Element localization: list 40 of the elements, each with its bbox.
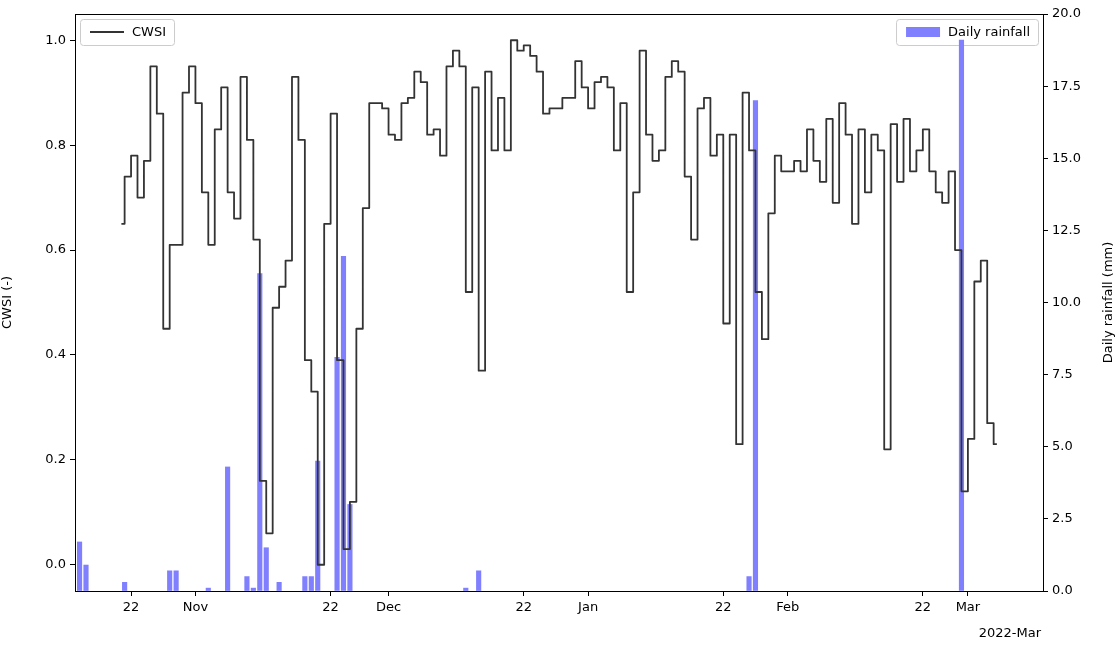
x-tick-label: Jan — [577, 599, 599, 615]
x-tick-label: 22 — [322, 599, 339, 615]
y-tick-label: 0.6 — [45, 241, 66, 257]
bar — [463, 587, 469, 591]
y2-axis-title: Daily rainfall (mm) — [1100, 241, 1115, 364]
x-tick-label: Mar — [955, 599, 981, 615]
y2-tick-label: 0.0 — [1052, 582, 1073, 598]
x-tick-label: Nov — [182, 599, 209, 615]
bar — [476, 570, 482, 591]
bar — [225, 466, 231, 591]
y2-tick-label: 2.5 — [1052, 510, 1073, 526]
x-tick-label: Dec — [375, 599, 402, 615]
bar — [205, 587, 211, 591]
x-tick-label: 22 — [715, 599, 732, 615]
x-tick-label: Feb — [776, 599, 800, 615]
bar — [122, 582, 128, 591]
bar — [173, 570, 179, 591]
y2-tick-label: 7.5 — [1052, 366, 1073, 381]
x-tick-label: 22 — [515, 599, 532, 615]
y-tick-label: 0.0 — [45, 556, 66, 572]
legend-label: CWSI — [132, 24, 167, 40]
y2-tick-label: 10.0 — [1052, 293, 1081, 309]
y2-tick-label: 17.5 — [1052, 77, 1081, 93]
bar — [302, 576, 308, 591]
legend-label: Daily rainfall — [948, 24, 1031, 40]
y-tick-label: 0.2 — [45, 451, 66, 467]
text: 2022-Mar — [978, 625, 1042, 640]
bar — [276, 582, 282, 591]
y-tick-label: 0.8 — [45, 136, 66, 152]
y-axis-title: CWSI (-) — [0, 276, 15, 329]
y2-tick-label: 12.5 — [1052, 221, 1081, 237]
y2-tick-label: 15.0 — [1052, 149, 1081, 165]
y2-tick-label: 20.0 — [1052, 5, 1081, 21]
y-tick-label: 1.0 — [45, 31, 66, 47]
x-tick-label: 22 — [122, 599, 140, 615]
bar — [263, 547, 269, 591]
bar — [167, 570, 173, 591]
y2-tick-label: 5.0 — [1052, 438, 1073, 454]
y-tick-label: 0.4 — [45, 346, 66, 362]
x-tick-label: 22 — [914, 599, 932, 615]
